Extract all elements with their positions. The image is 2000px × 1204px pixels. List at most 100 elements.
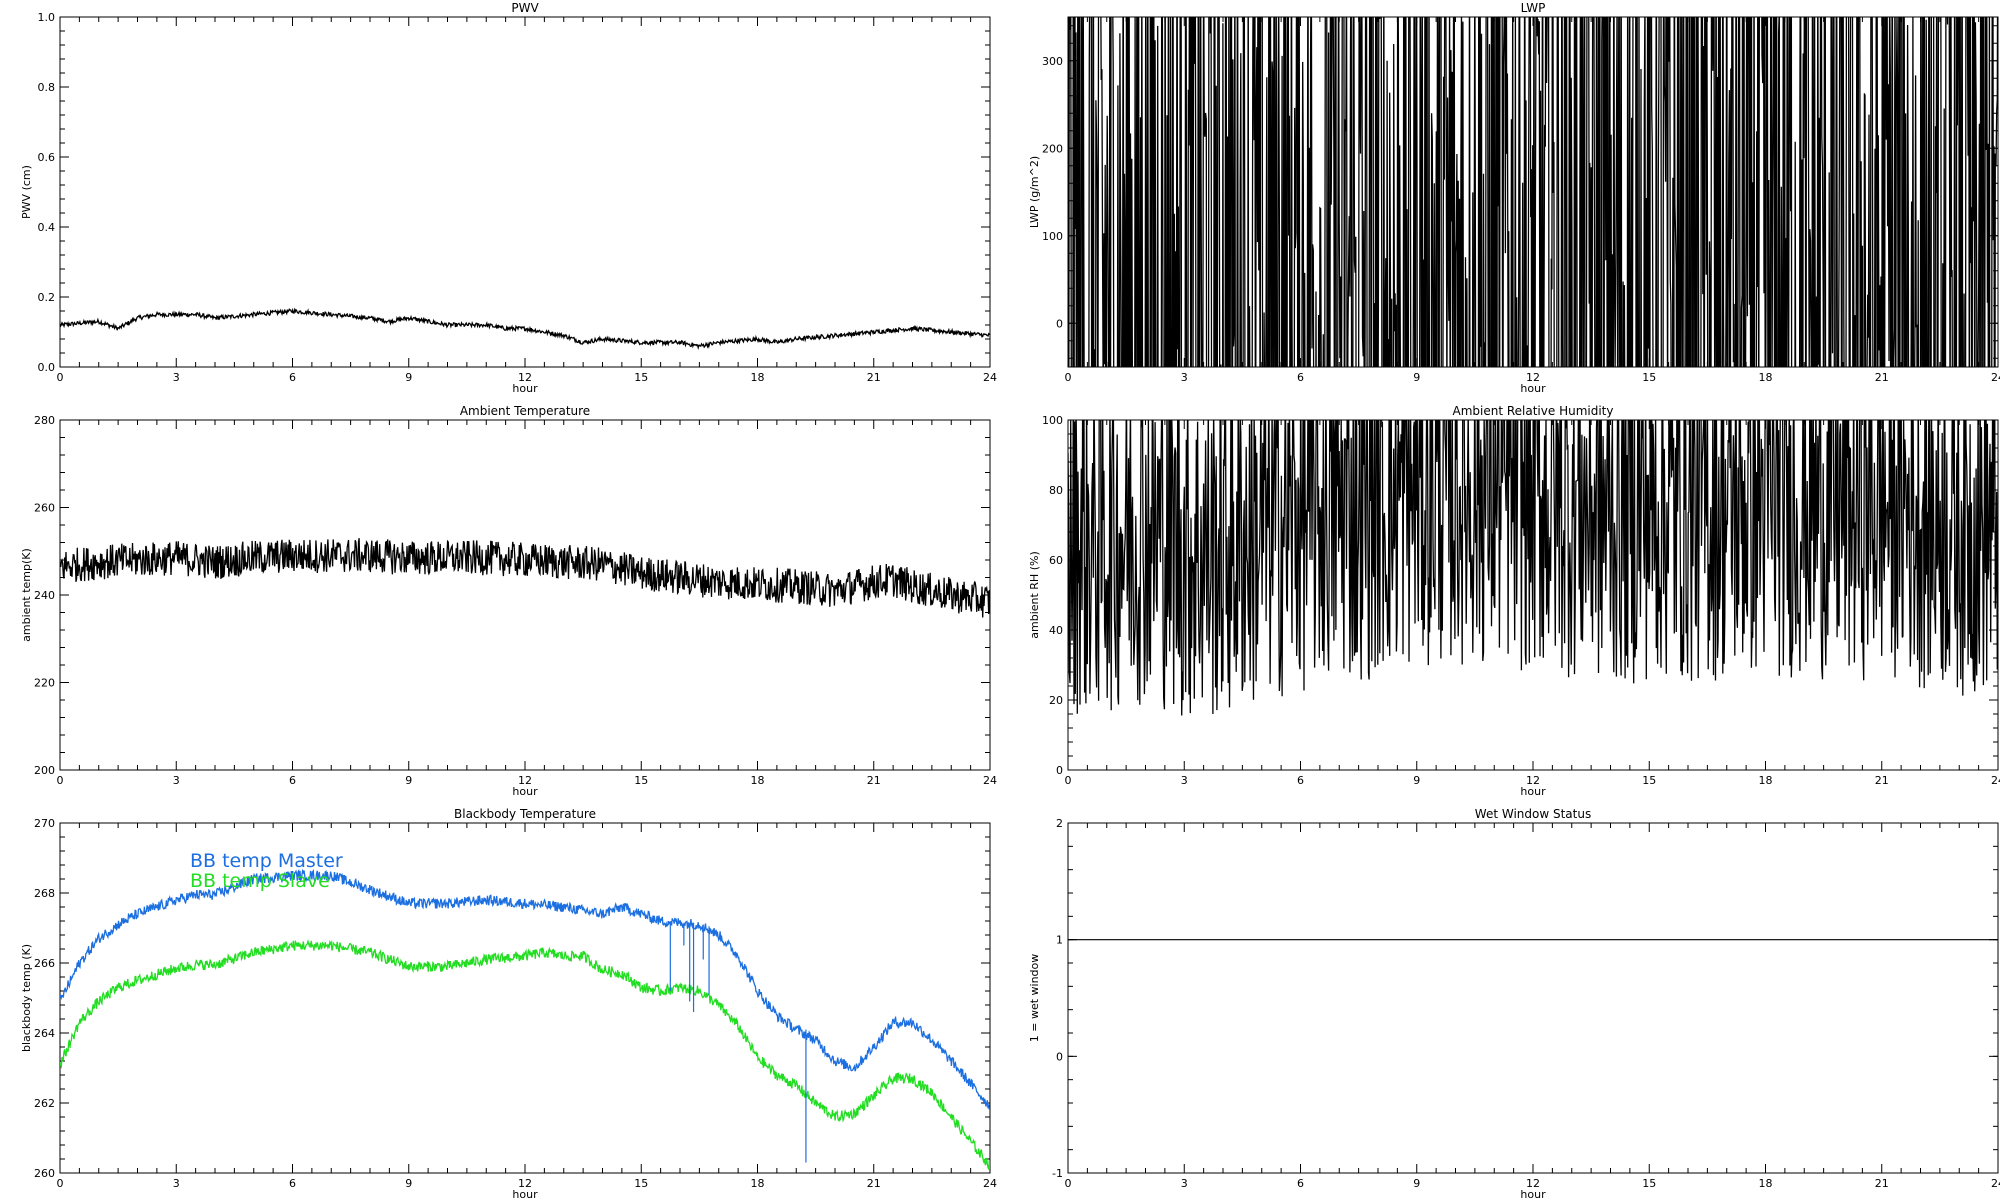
chart-wet-window: Wet Window Status03691215182124-1012hour…: [1028, 807, 2000, 1201]
y-tick-label: 1: [1056, 934, 1063, 947]
x-tick-label: 3: [173, 371, 180, 384]
series-line: [60, 868, 990, 1111]
x-tick-label: 0: [57, 774, 64, 787]
x-tick-label: 21: [867, 1177, 881, 1190]
x-axis-label: hour: [1520, 382, 1546, 395]
x-tick-label: 18: [751, 371, 765, 384]
x-tick-label: 15: [634, 1177, 648, 1190]
x-tick-label: 12: [518, 1177, 532, 1190]
y-tick-label: 240: [34, 589, 55, 602]
x-tick-label: 15: [1642, 774, 1656, 787]
chart-title: Ambient Relative Humidity: [1453, 404, 1614, 418]
x-tick-label: 12: [1526, 774, 1540, 787]
legend-entry: BB temp Slave: [190, 870, 330, 892]
chart-bb-temp: Blackbody Temperature 0 3 6 9 12 15 18 21 24 260 26…: [20, 807, 997, 1201]
x-tick-label: 9: [405, 774, 412, 787]
x-tick-label: 15: [634, 774, 648, 787]
y-tick-label: 262: [34, 1097, 55, 1110]
series-line: [60, 307, 990, 351]
y-tick-label: 0.8: [38, 81, 56, 94]
x-axis-label: hour: [1520, 1188, 1546, 1200]
x-tick-label: 12: [1526, 371, 1540, 384]
y-tick-label: 0: [1056, 317, 1063, 330]
x-tick-label: 9: [405, 1177, 412, 1190]
x-tick-label: 6: [289, 371, 296, 384]
x-tick-label: 12: [518, 371, 532, 384]
x-tick-label: 6: [1297, 371, 1304, 384]
x-tick-label: 24: [983, 1177, 997, 1190]
x-tick-label: 6: [1297, 1177, 1304, 1190]
x-tick-label: 6: [289, 1177, 296, 1190]
y-tick-label: -1: [1052, 1167, 1063, 1180]
chart-ambient-rh: Ambient Relative Humidity 0 3 6 9 12 15 18 21 24 0…: [1028, 404, 2000, 798]
x-tick-label: 9: [405, 371, 412, 384]
y-axis-label: ambient temp(K): [20, 548, 33, 642]
x-tick-label: 15: [1642, 371, 1656, 384]
chart-lwp: LWP 0 3 6 9 12 15 18 21 24 0 100 200 300 hour LWP (g/m^…: [1028, 1, 2000, 395]
x-tick-label: 6: [289, 774, 296, 787]
y-tick-label: 0: [1056, 764, 1063, 777]
x-axis-label: hour: [512, 1188, 538, 1200]
y-axis-label: LWP (g/m^2): [1028, 156, 1041, 228]
x-tick-label: 21: [867, 774, 881, 787]
x-axis-label: hour: [512, 382, 538, 395]
x-tick-label: 24: [1991, 371, 2000, 384]
chart-title: Ambient Temperature: [460, 404, 590, 418]
x-tick-label: 3: [173, 774, 180, 787]
x-tick-label: 6: [1297, 774, 1304, 787]
y-tick-label: 270: [34, 817, 55, 830]
x-tick-label: 21: [1875, 371, 1889, 384]
x-tick-label: 18: [751, 774, 765, 787]
series-line: [1068, 17, 1998, 367]
y-tick-label: 266: [34, 957, 55, 970]
y-tick-label: 220: [34, 677, 55, 690]
chart-title: PWV: [511, 1, 539, 15]
y-tick-label: 0.6: [38, 151, 56, 164]
x-axis-label: hour: [512, 785, 538, 798]
y-tick-label: 200: [1042, 142, 1063, 155]
x-tick-label: 9: [1413, 371, 1420, 384]
y-axis-label: blackbody temp (K): [20, 944, 33, 1052]
x-tick-label: 24: [1991, 1177, 2000, 1190]
y-axis-label: PWV (cm): [20, 165, 33, 219]
x-axis-label: hour: [1520, 785, 1546, 798]
x-tick-label: 21: [1875, 1177, 1889, 1190]
y-tick-label: 80: [1049, 484, 1063, 497]
chart-title: Blackbody Temperature: [454, 807, 596, 821]
x-tick-label: 0: [1065, 371, 1072, 384]
y-tick-label: 0.2: [38, 291, 56, 304]
y-tick-label: 60: [1049, 554, 1063, 567]
y-tick-label: 300: [1042, 55, 1063, 68]
series-line: [60, 938, 990, 1170]
y-tick-label: 40: [1049, 624, 1063, 637]
y-tick-label: 264: [34, 1027, 55, 1040]
x-tick-label: 15: [634, 371, 648, 384]
x-tick-label: 3: [1181, 371, 1188, 384]
y-tick-label: 260: [34, 1167, 55, 1180]
y-tick-label: 2: [1056, 817, 1063, 830]
x-tick-label: 0: [1065, 1177, 1072, 1190]
y-tick-label: 0.0: [38, 361, 56, 374]
y-tick-label: 268: [34, 887, 55, 900]
legend-entry: BB temp Master: [190, 850, 343, 872]
y-tick-label: 1.0: [38, 11, 56, 24]
y-tick-label: 20: [1049, 694, 1063, 707]
chart-title: Wet Window Status: [1475, 807, 1591, 821]
x-tick-label: 9: [1413, 774, 1420, 787]
x-tick-label: 24: [1991, 774, 2000, 787]
x-tick-label: 21: [867, 371, 881, 384]
y-axis-label: ambient RH (%): [1028, 551, 1041, 639]
y-tick-label: 260: [34, 502, 55, 515]
y-tick-label: 200: [34, 764, 55, 777]
y-tick-label: 0: [1056, 1050, 1063, 1063]
x-tick-label: 21: [1875, 774, 1889, 787]
chart-pwv: PWV 0 3 6 9 12 15 18 21 24 0.0 0.2 0.4 0.6 0.8 1.0 hour P…: [20, 1, 997, 395]
x-tick-label: 3: [1181, 774, 1188, 787]
series-line: [60, 538, 990, 618]
x-tick-label: 24: [983, 774, 997, 787]
chart-ambient-temp: Ambient Temperature 0 3 6 9 12 15 18 21 24 200 220 2…: [20, 404, 997, 798]
y-tick-label: 100: [1042, 414, 1063, 427]
x-tick-label: 3: [173, 1177, 180, 1190]
